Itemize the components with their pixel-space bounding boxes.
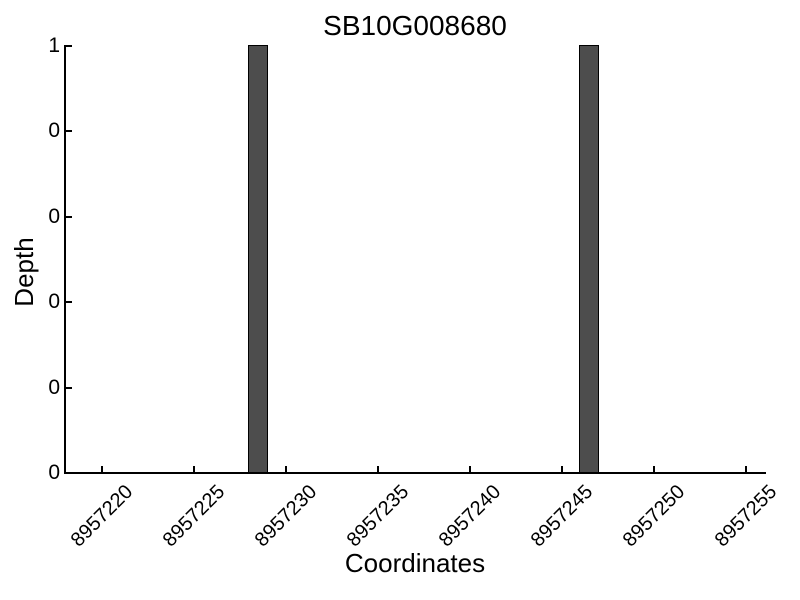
x-tick-mark (284, 466, 287, 472)
x-tick-mark (376, 466, 379, 472)
depth-bar (579, 45, 600, 473)
x-tick-label: 8957245 (526, 480, 597, 552)
y-tick-mark (66, 45, 72, 47)
x-axis-spine (64, 472, 766, 474)
y-tick-label: 0 (48, 204, 60, 228)
x-tick-label: 8957230 (250, 480, 322, 552)
y-tick-label: 0 (48, 290, 60, 314)
x-tick-mark (744, 466, 747, 472)
y-tick-mark (66, 301, 72, 304)
x-tick-label: 8957255 (710, 480, 781, 552)
y-tick-mark (66, 386, 72, 389)
y-tick-mark (66, 215, 72, 218)
x-tick-mark (468, 466, 471, 472)
x-tick-label: 8957220 (66, 480, 138, 552)
x-tick-mark (652, 466, 655, 472)
x-tick-mark (100, 466, 103, 472)
x-tick-label: 8957250 (618, 480, 689, 552)
y-tick-label: 0 (48, 461, 60, 484)
y-tick-mark (66, 130, 72, 133)
x-tick-mark (560, 466, 563, 472)
depth-bar (247, 45, 269, 473)
y-tick-label: 1 (48, 34, 60, 57)
y-tick-label: 0 (48, 119, 60, 143)
y-axis-spine (64, 45, 66, 474)
x-axis-label: Coordinates (344, 548, 486, 578)
x-tick-label: 8957225 (158, 480, 230, 552)
y-tick-mark (66, 472, 72, 474)
x-tick-mark (192, 466, 195, 472)
x-tick-label: 8957240 (434, 480, 505, 552)
x-tick-label: 8957235 (342, 480, 414, 552)
y-tick-label: 0 (48, 375, 60, 399)
chart-title: SB10G008680 (323, 10, 507, 41)
